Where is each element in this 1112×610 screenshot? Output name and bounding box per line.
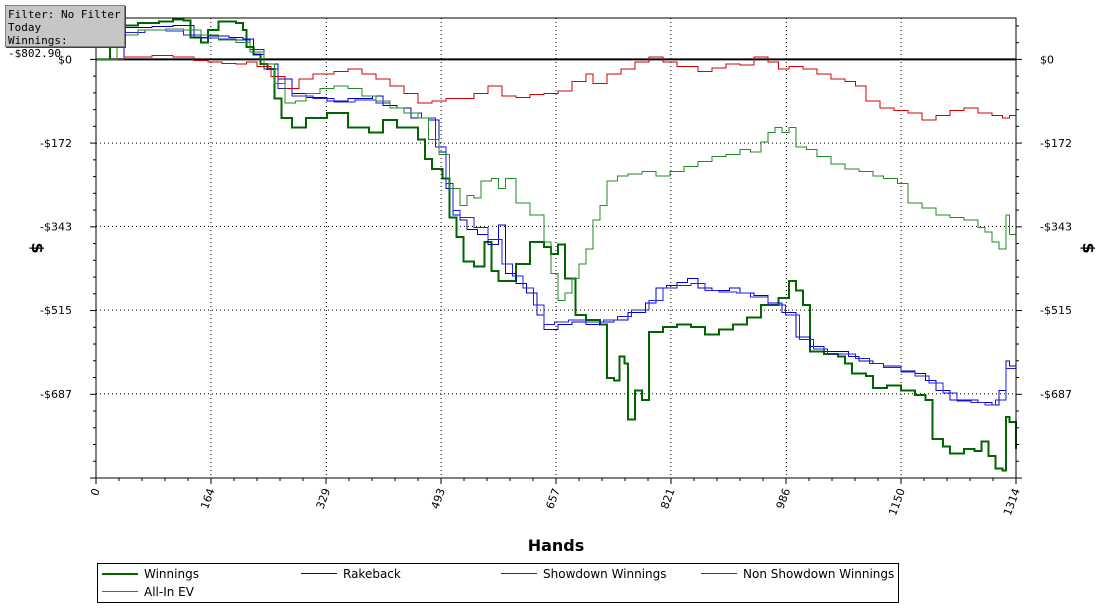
period-line: Today xyxy=(8,21,42,34)
y-axis-title-left: $ xyxy=(28,242,47,253)
legend-swatch xyxy=(701,573,737,574)
x-tick-label: 986 xyxy=(774,487,793,511)
x-axis-title: Hands xyxy=(528,536,585,555)
y-tick-label-left: -$172 xyxy=(40,137,72,150)
series-layer xyxy=(96,18,1017,472)
y-tick-label-right: -$515 xyxy=(1040,304,1072,317)
series-all-in-ev xyxy=(96,28,1017,301)
y-tick-label-right: -$343 xyxy=(1040,220,1072,233)
y-axis-title-right: $ xyxy=(1079,242,1098,253)
y-tick-label-left: $0 xyxy=(58,53,72,66)
legend-swatch xyxy=(102,591,138,592)
x-tick-label: 0 xyxy=(88,487,103,498)
y-tick-label-left: -$343 xyxy=(40,220,72,233)
grid xyxy=(95,18,1017,478)
legend-swatch xyxy=(301,573,337,574)
legend-swatch xyxy=(501,573,537,574)
x-tick-label: 493 xyxy=(429,487,448,511)
y-tick-label-left: -$515 xyxy=(40,304,72,317)
series-winnings xyxy=(96,18,1017,472)
axes: 0 164 329 493 657 821 986 1150 1314 $0 $0 -$172 -$17… xyxy=(40,17,1072,518)
legend-label: All-In EV xyxy=(144,585,194,599)
x-tick-label: 1314 xyxy=(1001,487,1023,518)
legend-label: Winnings xyxy=(144,567,199,581)
y-tick-label-right: -$172 xyxy=(1040,137,1072,150)
series-non-showdown-winnings xyxy=(96,55,1016,121)
x-tick-label: 821 xyxy=(658,487,677,511)
filter-line: Filter: No Filter xyxy=(8,8,121,21)
legend-label: Rakeback xyxy=(343,567,401,581)
x-tick-label: 657 xyxy=(543,487,562,511)
legend-label: Showdown Winnings xyxy=(543,567,667,581)
legend: Winnings Rakeback Showdown Winnings Non … xyxy=(97,563,899,603)
x-tick-label: 1150 xyxy=(886,487,908,518)
x-tick-label: 329 xyxy=(314,487,333,511)
x-tick-label: 164 xyxy=(198,487,217,511)
legend-label: Non Showdown Winnings xyxy=(743,567,895,581)
y-tick-label-left: -$687 xyxy=(40,388,72,401)
legend-swatch xyxy=(102,573,138,575)
plot-frame xyxy=(95,17,1017,479)
winnings-line: Winnings: -$802.90 xyxy=(8,34,68,60)
y-tick-label-right: -$687 xyxy=(1040,388,1072,401)
y-tick-label-right: $0 xyxy=(1040,53,1054,66)
filter-info-box: Filter: No Filter Today Winnings: -$802.… xyxy=(5,5,125,60)
